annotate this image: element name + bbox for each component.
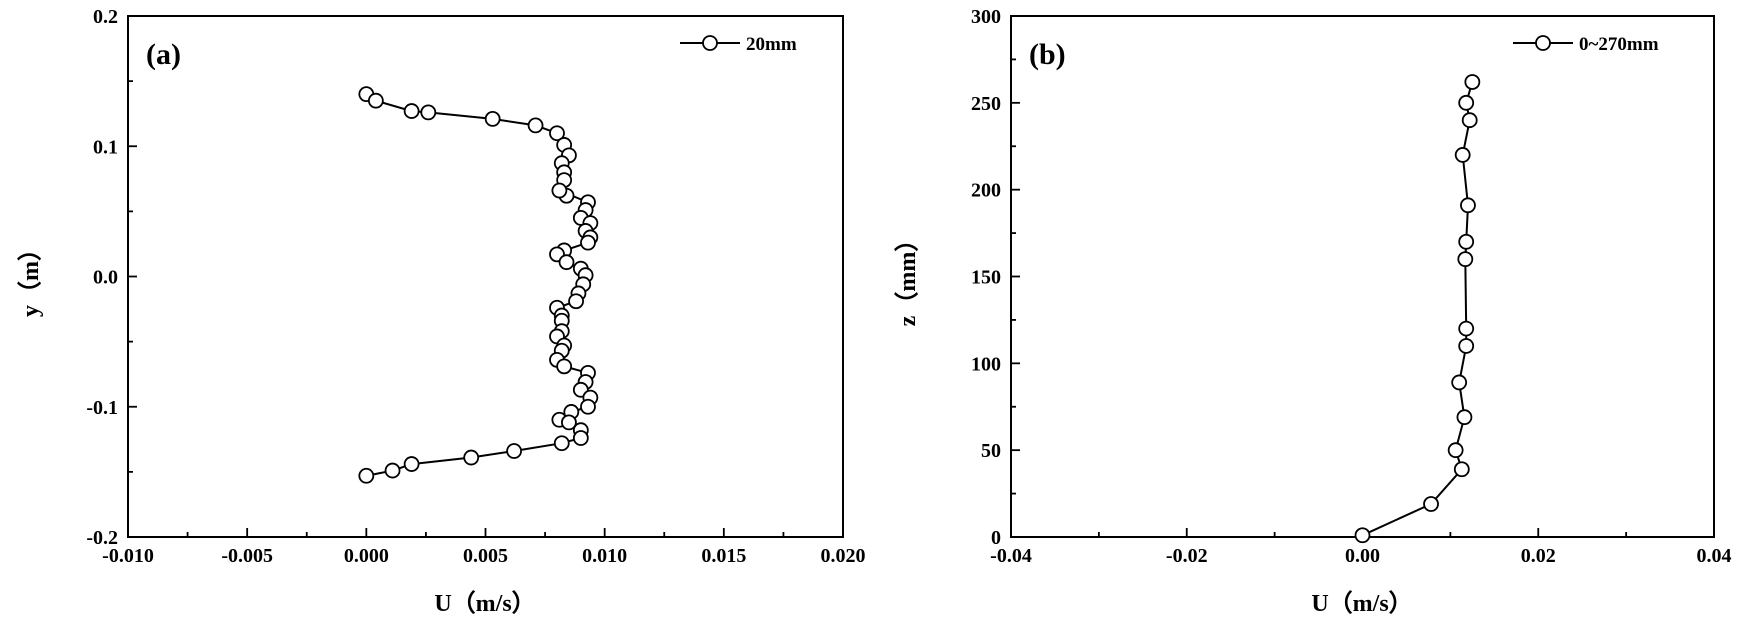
legend-marker-a [702,35,718,51]
y-tick-label-b: 0 [991,527,1001,549]
y-tick-label-a: -0.2 [86,527,118,549]
series-a [358,86,599,484]
data-point-a [551,182,568,199]
data-point-a [367,92,384,109]
y-axis-title-a: y（m） [17,237,44,317]
data-point-b [1458,320,1475,337]
x-tick-label-a: -0.005 [221,545,273,567]
data-point-b [1456,409,1473,426]
y-tick-label-a: 0.1 [93,136,118,158]
data-point-b [1457,251,1474,268]
data-point-b [1451,374,1468,391]
y-tick-label-b: 100 [971,353,1001,375]
y-tick-label-b: 300 [971,6,1001,28]
data-point-b [1460,197,1476,214]
data-point-a [549,125,565,142]
x-axis-title-a: U（m/s） [434,590,535,617]
data-point-a [403,456,420,472]
series-b [1354,74,1481,544]
x-tick-label-a: 0.005 [463,545,508,567]
data-point-b [1354,527,1371,544]
x-tick-label-a: 0.000 [344,545,389,567]
x-axis-title-b: U（m/s） [1311,590,1412,617]
data-point-a [384,462,401,479]
panel-label-b: (b) [1029,38,1066,71]
data-point-a [484,110,501,127]
x-tick-label-a: 0.015 [701,545,746,567]
legend-marker-b [1535,35,1551,51]
legend-a: 20mm [680,34,797,55]
data-point-b [1453,461,1470,478]
plot-area-a [127,15,844,538]
axis-ticks-a: -0.010 -0.005 0.000 0.005 0.010 0.015 0.020 -0.… [86,6,865,567]
data-point-b [1464,74,1481,90]
data-point-a [580,234,596,251]
data-point-b [1458,233,1475,250]
data-point-b [1461,112,1478,129]
y-tick-label-b: 200 [971,180,1001,202]
data-point-b [1447,442,1464,459]
data-point-a [463,449,480,466]
x-tick-label-a: 0.020 [821,545,866,567]
data-point-b [1454,147,1471,163]
data-point-b [1458,94,1475,111]
y-tick-label-b: 150 [971,267,1001,289]
x-tick-label-b: 0.02 [1521,545,1556,567]
x-tick-label-b: -0.04 [990,545,1032,567]
y-axis-title-b: z（mm） [894,228,921,327]
legend-b: 0~270mm [1513,34,1659,55]
axis-ticks-b: -0.04 -0.02 0.00 0.02 0.04 0 50 100 150 200 250 300 [971,6,1732,567]
data-point-a [420,104,437,121]
chart-panel-b: (b) U（m/s） z（mm） 0~270mm -0.04 -0.02 0.00 0… [894,6,1732,617]
data-point-a [556,358,573,375]
data-point-a [553,435,570,452]
x-tick-label-a: 0.010 [582,545,627,567]
x-tick-label-a: -0.010 [102,545,154,567]
legend-label-b: 0~270mm [1579,34,1659,55]
data-point-b [1423,496,1439,512]
data-point-a [568,293,584,310]
x-tick-label-b: 0.00 [1345,545,1380,567]
y-tick-label-b: 250 [971,93,1001,115]
data-point-a [527,117,544,134]
data-point-b [1458,338,1475,354]
data-point-a [561,414,577,431]
y-tick-label-b: 50 [981,440,1001,462]
x-tick-label-b: -0.02 [1166,545,1208,567]
panel-label-a: (a) [146,38,181,71]
x-tick-label-b: 0.04 [1697,545,1732,567]
data-point-a [403,103,420,119]
data-point-a [558,254,575,271]
y-tick-label-a: 0.0 [93,267,118,289]
data-point-a [572,430,589,446]
plot-area-b [1010,15,1715,538]
data-point-a [358,467,375,484]
data-point-a [580,398,596,415]
data-point-a [506,443,522,459]
y-tick-label-a: -0.1 [86,397,118,419]
y-tick-label-a: 0.2 [93,6,118,28]
legend-label-a: 20mm [746,34,797,55]
chart-panel-a: (a) U（m/s） y（m） 20mm -0.010 -0.005 0.000 0.… [17,6,866,617]
